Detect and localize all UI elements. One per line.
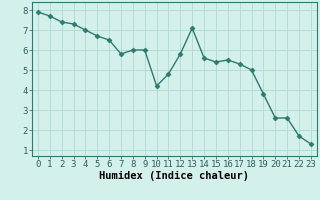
X-axis label: Humidex (Indice chaleur): Humidex (Indice chaleur) (100, 171, 249, 181)
